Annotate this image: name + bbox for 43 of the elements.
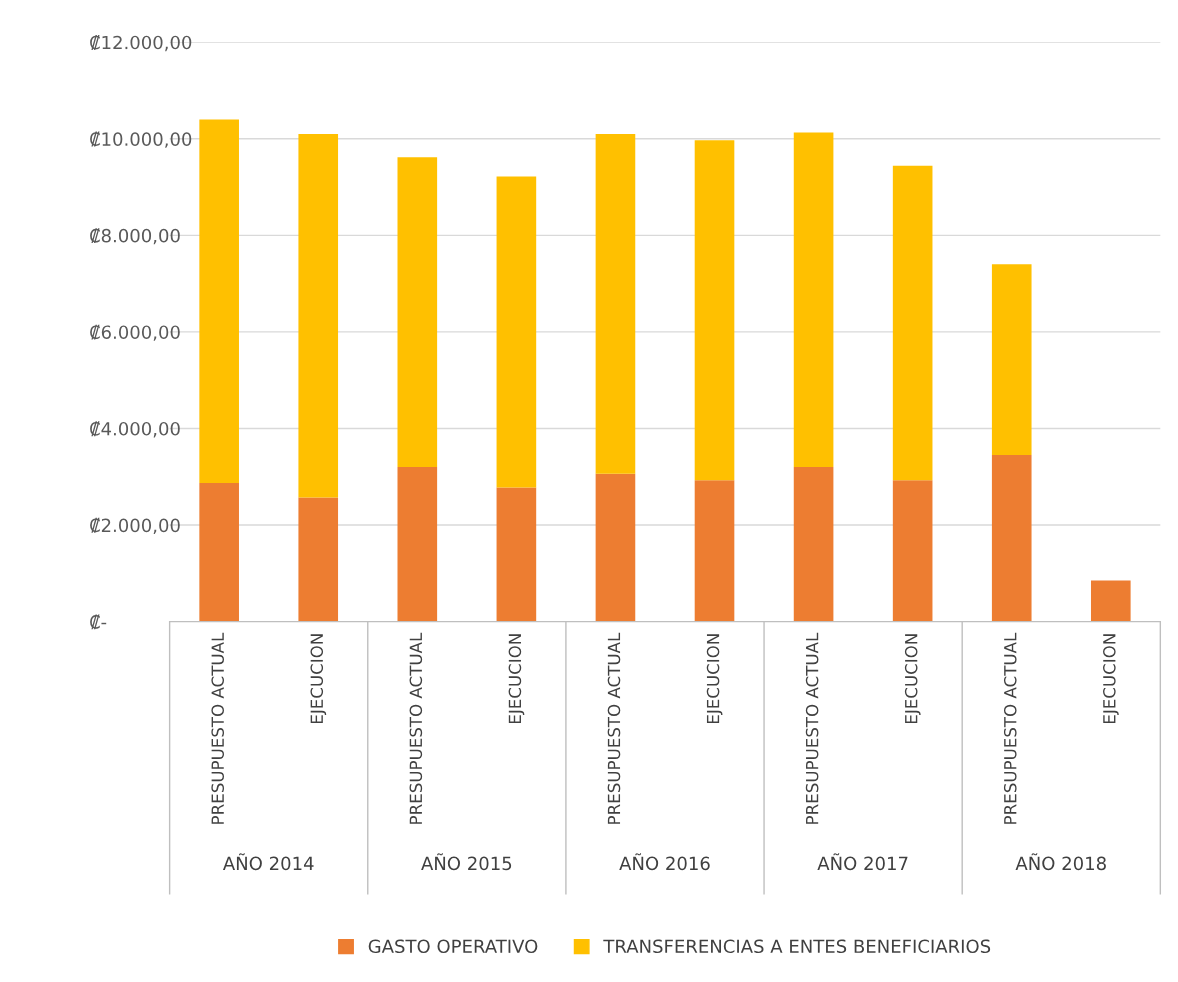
y-tick-label: ₡6.000,00 bbox=[90, 324, 180, 341]
x-tick-label: EJECUCION bbox=[706, 634, 723, 724]
x-tick-label: PRESUPUESTO ACTUAL bbox=[409, 632, 423, 824]
y-tick-label: ₡2.000,00 bbox=[90, 517, 180, 534]
y-tick-label: ₡8.000,00 bbox=[90, 228, 180, 245]
x-tick-label: PRESUPUESTO ACTUAL bbox=[1003, 632, 1017, 824]
bar bbox=[694, 140, 735, 481]
legend-label: TRANSFERENCIAS A ENTES BENEFICIARIOS bbox=[603, 939, 991, 954]
bar bbox=[199, 119, 239, 484]
x-tick-label: PRESUPUESTO ACTUAL bbox=[607, 632, 621, 824]
text: AÑO 2016 bbox=[619, 853, 710, 871]
bar bbox=[793, 132, 834, 468]
bar bbox=[1090, 580, 1131, 622]
x-tick-label: PRESUPUESTO ACTUAL bbox=[211, 632, 224, 824]
bar bbox=[298, 133, 339, 498]
y-tick-label: ₡12.000,00 bbox=[90, 35, 192, 52]
text: AÑO 2015 bbox=[421, 853, 512, 871]
x-tick-label: EJECUCION bbox=[508, 634, 525, 724]
y-tick-label: ₡4.000,00 bbox=[90, 421, 180, 438]
bar bbox=[694, 480, 735, 622]
bar bbox=[397, 157, 438, 468]
bar bbox=[991, 455, 1032, 622]
x-tick-label: EJECUCION bbox=[904, 634, 921, 724]
bar bbox=[595, 133, 636, 474]
bar bbox=[496, 487, 537, 622]
x-tick-label: PRESUPUESTO ACTUAL bbox=[805, 632, 819, 824]
x-tick-label: EJECUCION bbox=[310, 634, 327, 724]
text: AÑO 2014 bbox=[222, 853, 314, 871]
y-tick-label: ₡- bbox=[90, 614, 107, 630]
bar bbox=[199, 483, 239, 622]
y-tick-label: ₡10.000,00 bbox=[90, 131, 192, 148]
bar bbox=[496, 176, 537, 488]
bar bbox=[793, 467, 834, 622]
bar bbox=[892, 480, 933, 622]
x-tick-label: EJECUCION bbox=[1103, 634, 1119, 724]
text: AÑO 2018 bbox=[1015, 853, 1106, 871]
bar bbox=[892, 165, 933, 481]
bar bbox=[991, 264, 1032, 456]
bar bbox=[595, 473, 636, 622]
text: AÑO 2017 bbox=[817, 853, 908, 871]
bar bbox=[298, 497, 339, 622]
bar bbox=[397, 467, 438, 622]
legend-label: GASTO OPERATIVO bbox=[368, 939, 538, 954]
